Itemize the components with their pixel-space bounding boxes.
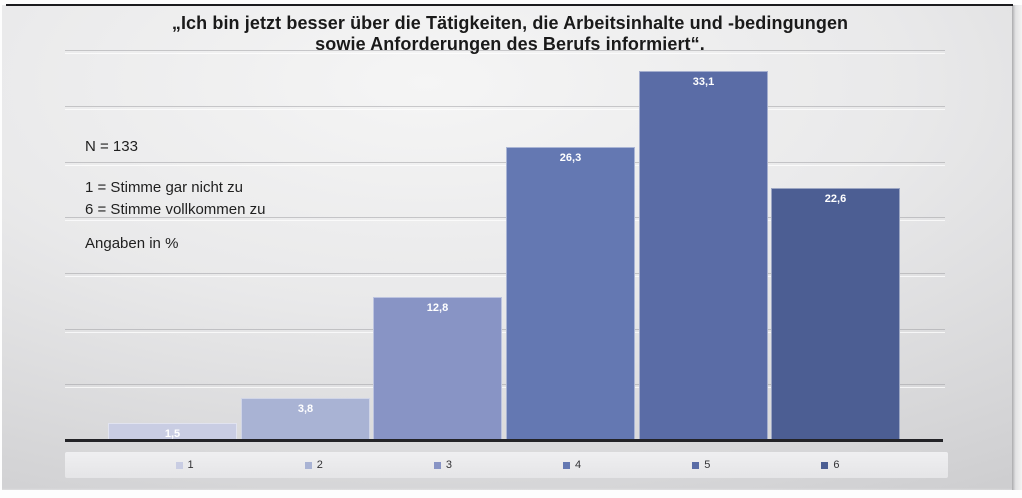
legend-items: 1 2 3 4 5 6 xyxy=(120,452,895,478)
legend-label: 6 xyxy=(833,458,840,471)
units-note: Angaben in % xyxy=(85,235,179,252)
bar-6: 22,6 xyxy=(771,188,900,440)
right-edge-shading xyxy=(1012,5,1022,490)
gridline-35 xyxy=(65,50,945,54)
legend-marker-icon xyxy=(821,461,829,469)
top-border-line xyxy=(6,4,1013,6)
gridline-30 xyxy=(65,106,945,110)
legend-label: 1 xyxy=(187,458,194,471)
bar-2: 3,8 xyxy=(241,398,370,440)
legend-marker-icon xyxy=(175,461,183,469)
chart-title-line2: sowie Anforderungen des Berufs informier… xyxy=(315,34,705,54)
legend-marker-icon xyxy=(563,461,571,469)
bar-4: 26,3 xyxy=(506,147,635,440)
legend-item-2: 2 xyxy=(249,452,378,478)
legend-label: 5 xyxy=(704,458,711,471)
legend-marker-icon xyxy=(304,461,312,469)
bar-5: 33,1 xyxy=(639,71,768,440)
bar-value-label-4: 26,3 xyxy=(559,152,582,164)
legend-label: 4 xyxy=(575,458,582,471)
gridline-25 xyxy=(65,162,945,166)
scale-min-note: 1 = Stimme gar nicht zu xyxy=(85,179,243,196)
bar-value-label-1: 1,5 xyxy=(164,428,181,440)
chart-title: „Ich bin jetzt besser über die Tätigkeit… xyxy=(60,13,960,55)
legend-item-6: 6 xyxy=(766,452,895,478)
gridline-5 xyxy=(65,384,945,388)
gridline-10 xyxy=(65,329,945,333)
legend-marker-icon xyxy=(692,461,700,469)
bar-1: 1,5 xyxy=(108,423,237,440)
gridline-15 xyxy=(65,273,945,277)
scale-max-note: 6 = Stimme vollkommen zu xyxy=(85,201,266,218)
gridline-20 xyxy=(65,217,945,221)
bar-value-label-6: 22,6 xyxy=(824,193,847,205)
legend-item-4: 4 xyxy=(508,452,637,478)
legend-item-1: 1 xyxy=(120,452,249,478)
x-axis-line xyxy=(65,439,943,442)
bar-value-label-3: 12,8 xyxy=(426,302,449,314)
bar-value-label-5: 33,1 xyxy=(692,76,715,88)
legend-label: 2 xyxy=(316,458,323,471)
legend: 1 2 3 4 5 6 xyxy=(65,452,948,478)
legend-marker-icon xyxy=(433,461,441,469)
bottom-edge-fade xyxy=(2,488,1012,498)
chart-title-line1: „Ich bin jetzt besser über die Tätigkeit… xyxy=(171,13,849,33)
bar-value-label-2: 3,8 xyxy=(297,403,314,415)
legend-label: 3 xyxy=(445,458,452,471)
legend-item-3: 3 xyxy=(378,452,507,478)
sample-size-note: N = 133 xyxy=(85,138,138,155)
bar-3: 12,8 xyxy=(373,297,502,440)
legend-item-5: 5 xyxy=(637,452,766,478)
